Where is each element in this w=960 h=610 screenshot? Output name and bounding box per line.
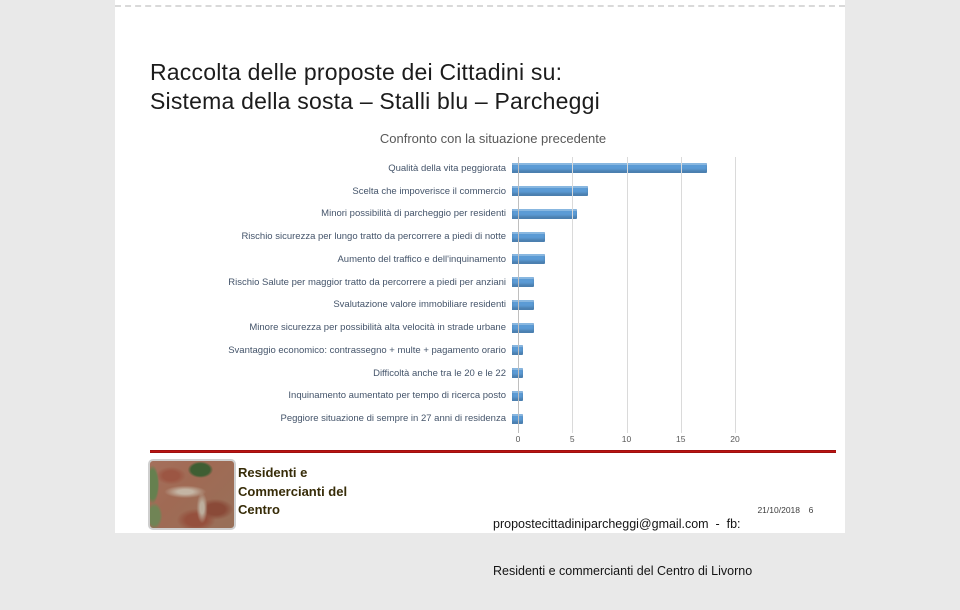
chart-title: Confronto con la situazione precedente xyxy=(379,131,607,146)
category-label: Minori possibilità di parcheggio per res… xyxy=(321,208,506,220)
category-label: Svalutazione valore immobiliare resident… xyxy=(333,299,506,311)
x-tick-label: 20 xyxy=(730,434,740,444)
contact-facebook-line: Residenti e commercianti del Centro di L… xyxy=(493,563,753,578)
bar xyxy=(512,254,545,265)
chart-row: Svantaggio economico: contrassegno + mul… xyxy=(150,339,750,362)
bar xyxy=(512,208,578,219)
bar xyxy=(512,186,588,197)
bar xyxy=(512,163,708,174)
category-label: Aumento del traffico e dell'inquinamento xyxy=(337,253,506,265)
category-label: Rischio sicurezza per lungo tratto da pe… xyxy=(241,231,506,243)
bar xyxy=(512,277,534,288)
bar-track xyxy=(512,407,740,430)
chart-row: Minori possibilità di parcheggio per res… xyxy=(150,203,750,226)
chart-row: Rischio Salute per maggior tratto da per… xyxy=(150,271,750,294)
contact-email-line: propostecittadiniparcheggi@gmail.com - f… xyxy=(493,517,741,531)
category-label: Qualità della vita peggiorata xyxy=(388,162,506,174)
bar xyxy=(512,299,534,310)
bar-track xyxy=(512,316,740,339)
presentation-slide: Raccolta delle proposte dei Cittadini su… xyxy=(115,0,845,578)
slide-boundary-dashed-line xyxy=(115,5,845,7)
chart-row: Difficoltà anche tra le 20 e le 22 xyxy=(150,362,750,385)
x-tick-label: 0 xyxy=(515,434,521,444)
bar xyxy=(512,345,523,356)
chart-row: Rischio sicurezza per lungo tratto da pe… xyxy=(150,225,750,248)
chart-rows: Qualità della vita peggiorata Scelta che … xyxy=(150,157,750,430)
slide-date: 21/10/2018 xyxy=(757,505,800,515)
bar xyxy=(512,413,523,424)
x-tick-label: 10 xyxy=(621,434,632,444)
bar xyxy=(512,231,545,242)
bar-track xyxy=(512,225,740,248)
bar-track xyxy=(512,294,740,317)
logo-aerial-photo xyxy=(148,459,236,530)
category-label: Rischio Salute per maggior tratto da per… xyxy=(228,276,506,288)
chart-row: Qualità della vita peggiorata xyxy=(150,157,750,180)
chart-row: Inquinamento aumentato per tempo di rice… xyxy=(150,385,750,408)
slide-title: Raccolta delle proposte dei Cittadini su… xyxy=(150,58,790,116)
category-label: Svantaggio economico: contrassegno + mul… xyxy=(228,344,506,356)
category-label: Minore sicurezza per possibilità alta ve… xyxy=(249,322,506,334)
bar-track xyxy=(512,362,740,385)
bar xyxy=(512,322,534,333)
slide-title-line2: Sistema della sosta – Stalli blu – Parch… xyxy=(150,88,600,114)
red-divider-line xyxy=(150,450,836,453)
chart-xticks: 0 5 10 15 20 xyxy=(516,434,746,446)
slide-page-number: 6 xyxy=(808,505,814,515)
chart-row: Minore sicurezza per possibilità alta ve… xyxy=(150,316,750,339)
brand-name: Residenti e Commercianti del Centro xyxy=(238,465,348,517)
bar-track xyxy=(512,271,740,294)
bar xyxy=(512,368,523,379)
chart-row: Scelta che impoverisce il commercio xyxy=(150,180,750,203)
category-label: Peggiore situazione di sempre in 27 anni… xyxy=(280,413,507,425)
chart-row: Svalutazione valore immobiliare resident… xyxy=(150,294,750,317)
bar-track xyxy=(512,339,740,362)
chart-row: Peggiore situazione di sempre in 27 anni… xyxy=(150,407,750,430)
bar xyxy=(512,390,523,401)
x-tick-label: 5 xyxy=(569,434,575,444)
bar-track xyxy=(512,180,740,203)
x-tick-label: 15 xyxy=(676,434,686,444)
bar-track xyxy=(512,203,740,226)
app-canvas: { "slide": { "title_line1": "Raccolta de… xyxy=(115,0,845,578)
category-label: Inquinamento aumentato per tempo di rice… xyxy=(288,390,506,402)
bar-track xyxy=(512,248,740,271)
category-label: Difficoltà anche tra le 20 e le 22 xyxy=(373,367,506,379)
category-label: Scelta che impoverisce il commercio xyxy=(352,185,506,197)
slide-title-line1: Raccolta delle proposte dei Cittadini su… xyxy=(150,59,563,85)
chart-row: Aumento del traffico e dell'inquinamento xyxy=(150,248,750,271)
bar-track xyxy=(512,157,740,180)
bar-track xyxy=(512,385,740,408)
